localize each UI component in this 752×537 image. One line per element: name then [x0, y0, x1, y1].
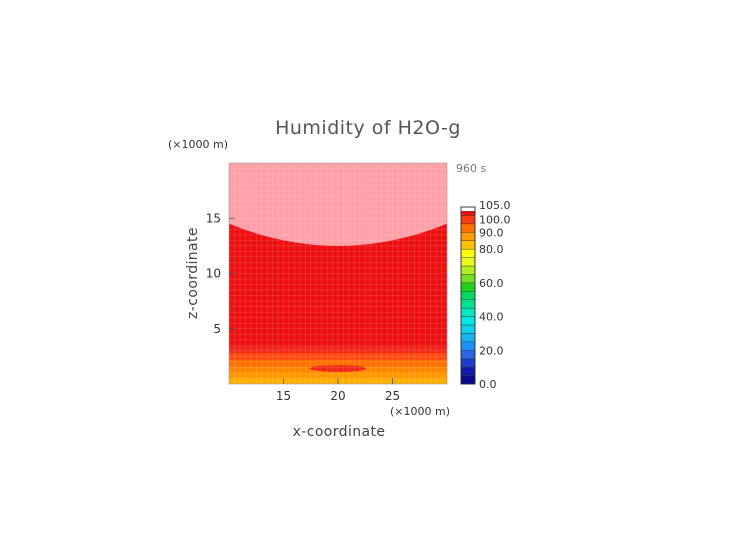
colorbar-tick-label: 0.0	[479, 378, 497, 391]
colorbar-segment	[460, 223, 476, 233]
colorbar-segment	[460, 358, 476, 368]
x-tick-label: 25	[385, 389, 400, 403]
colorbar-frame	[460, 206, 476, 385]
colorbar-segment	[460, 307, 476, 317]
y-tick-label: 10	[206, 267, 221, 281]
colorbar-segment	[460, 291, 476, 300]
colorbar-segment	[460, 274, 476, 284]
y-axis-label: z-coordinate	[185, 227, 201, 319]
region-lower-band-1	[229, 346, 447, 354]
x-unit-label: (×1000 m)	[390, 405, 450, 418]
x-axis-label: x-coordinate	[293, 424, 386, 440]
region-lower-band-3	[229, 359, 447, 367]
colorbar-segment	[460, 248, 476, 258]
colorbar-tick-label: 105.0	[479, 199, 511, 212]
colorbar-tick-label: 100.0	[479, 213, 511, 226]
colorbar-tick-label: 80.0	[479, 243, 504, 256]
colorbar-tick-label: 60.0	[479, 277, 504, 290]
colorbar-segment	[460, 211, 476, 216]
chart-title: Humidity of H2O-g	[275, 117, 461, 139]
x-ticks: 15 20 25	[276, 378, 400, 403]
y-unit-label: (×1000 m)	[168, 138, 228, 151]
x-tick-label: 20	[330, 389, 345, 403]
colorbar-tick-label: 90.0	[479, 226, 504, 239]
region-lower-band-2	[229, 353, 447, 360]
colorbar-segment	[460, 299, 476, 309]
colorbar-segment	[460, 232, 476, 241]
colorbar-tick-label: 20.0	[479, 344, 504, 357]
colorbar-segment	[460, 215, 476, 225]
colorbar-segment	[460, 324, 476, 334]
y-tick-label: 15	[206, 211, 221, 225]
colorbar-segment	[460, 265, 476, 275]
x-tick-label: 15	[276, 389, 291, 403]
region-center-blob	[309, 365, 367, 372]
colorbar-segment	[460, 366, 476, 376]
colorbar-tick-label: 40.0	[479, 311, 504, 324]
colorbar-segment	[460, 350, 476, 359]
cell-grid	[229, 163, 447, 384]
colorbar-segment	[460, 282, 476, 292]
time-label: 960 s	[456, 162, 486, 175]
y-tick-label: 5	[213, 322, 221, 336]
colorbar-segment	[460, 257, 476, 267]
region-lower-band-5	[229, 372, 447, 379]
colorbar-segment	[460, 333, 476, 343]
y-ticks: 5 10 15	[206, 211, 235, 336]
heatmap-field	[229, 163, 447, 384]
colorbar-segment	[460, 341, 476, 351]
region-upper-saturated	[229, 163, 447, 246]
colorbar-segment	[460, 206, 476, 212]
colorbar-segment	[460, 375, 476, 385]
colorbar-segment	[460, 316, 476, 326]
colorbar-segment	[460, 240, 476, 250]
